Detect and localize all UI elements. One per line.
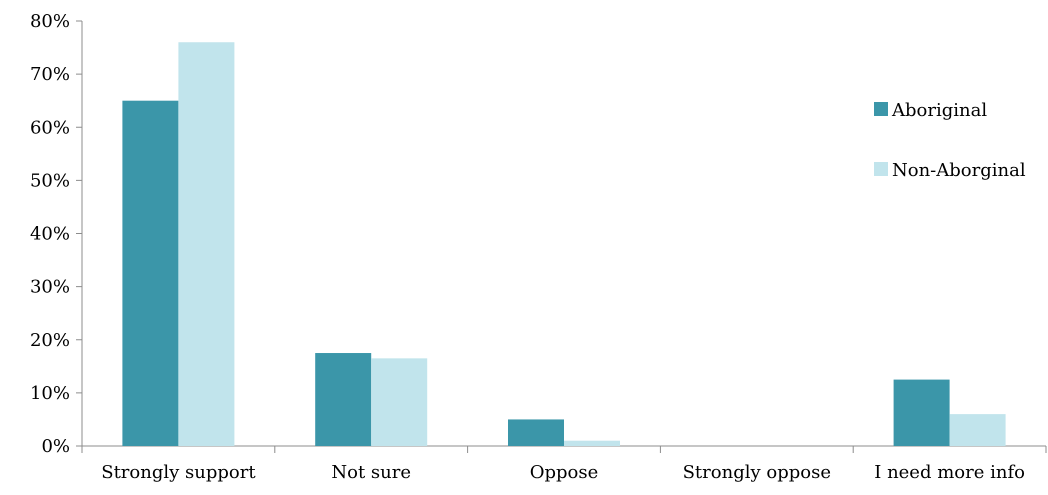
legend-label: Non-Aborginal: [892, 160, 1026, 181]
chart-legend: Aboriginal Non-Aborginal: [874, 100, 1026, 181]
bar-non-aborginal-oppose: [564, 440, 620, 446]
y-tick-label: 80%: [30, 11, 70, 32]
chart-bars: [122, 42, 1006, 446]
legend-label: Aboriginal: [891, 100, 987, 121]
bar-non-aborginal-strongly-support: [178, 42, 235, 446]
y-tick-label: 20%: [30, 330, 70, 351]
x-tick-label: Strongly oppose: [683, 462, 831, 483]
y-tick-label: 0%: [41, 436, 70, 457]
x-tick-label: I need more info: [874, 462, 1025, 483]
x-tick-label: Oppose: [530, 462, 599, 483]
bar-aboriginal-i-need-more-info: [893, 379, 950, 446]
y-tick-label: 70%: [30, 64, 70, 85]
y-tick-label: 40%: [30, 224, 70, 245]
x-axis-ticks: Strongly support Not sure Oppose Strongly o…: [81, 446, 1047, 483]
x-tick-label: Not sure: [331, 462, 411, 483]
bar-aboriginal-oppose: [508, 419, 564, 446]
x-tick-label: Strongly support: [101, 462, 256, 483]
y-axis-ticks: 0% 10% 20% 30% 40% 50% 60% 70% 80%: [30, 11, 82, 457]
bar-non-aborginal-i-need-more-info: [949, 414, 1006, 446]
bar-aboriginal-not-sure: [315, 353, 372, 446]
legend-swatch: [874, 162, 888, 176]
y-tick-label: 10%: [30, 383, 70, 404]
y-tick-label: 50%: [30, 170, 70, 191]
y-tick-label: 30%: [30, 277, 70, 298]
bar-aboriginal-strongly-support: [122, 100, 179, 446]
bar-non-aborginal-not-sure: [371, 358, 428, 446]
y-tick-label: 60%: [30, 117, 70, 138]
legend-swatch: [874, 102, 888, 116]
